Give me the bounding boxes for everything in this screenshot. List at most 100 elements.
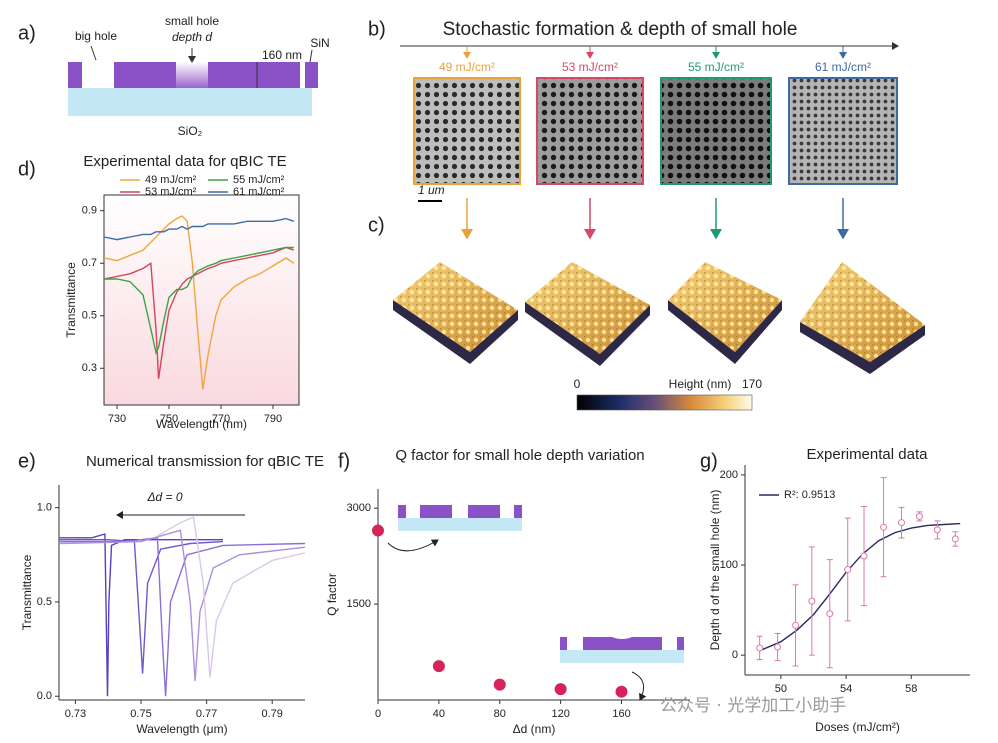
- y-tick-label: 0.5: [37, 596, 52, 608]
- pointer: [309, 49, 313, 63]
- series-line: [59, 533, 223, 697]
- sin-block: [468, 505, 500, 518]
- x-axis-label: Wavelength (nm): [156, 417, 247, 431]
- x-tick-label: 0.75: [130, 708, 151, 720]
- sin-block: [677, 637, 684, 650]
- y-tick-label: 0.5: [82, 310, 97, 322]
- y-tick-label: 100: [720, 559, 738, 571]
- sem-image: [413, 77, 521, 185]
- point: [880, 523, 888, 531]
- point: [844, 566, 852, 574]
- surface-side: [525, 302, 650, 366]
- point: [493, 678, 506, 691]
- legend-label: 53 mJ/cm²: [145, 186, 197, 198]
- legend-label: 61 mJ/cm²: [233, 186, 285, 198]
- sin-block: [68, 62, 82, 88]
- sem-images: 49 mJ/cm² 53 mJ/cm² 55 mJ/cm² 61 mJ/cm²: [413, 46, 898, 185]
- surface-texture: [668, 262, 782, 352]
- dose-label: 61 mJ/cm²: [815, 60, 871, 74]
- series-line: [59, 537, 306, 697]
- point: [951, 535, 959, 543]
- chart-title: Experimental data for qBIC TE: [83, 153, 286, 170]
- sin-block: [583, 637, 662, 650]
- x-tick-label: 160: [612, 708, 630, 720]
- series-line: [103, 215, 295, 390]
- y-tick-label: 0: [732, 649, 738, 661]
- sin-block: [420, 505, 452, 518]
- y-tick-label: 0.3: [82, 362, 97, 374]
- x-axis-label: Doses (mJ/cm²): [815, 720, 900, 734]
- x-tick-label: 0.79: [261, 708, 282, 720]
- point: [774, 643, 782, 651]
- chart-title: Experimental data: [807, 446, 929, 463]
- chart-title: Q factor for small hole depth variation: [395, 447, 645, 464]
- colorbar-label: Height (nm): [669, 377, 732, 391]
- dose-label: 53 mJ/cm²: [562, 60, 618, 74]
- chart-title: Numerical transmission for qBIC TE: [86, 453, 324, 470]
- point: [898, 519, 906, 527]
- inset-diagram: [560, 637, 684, 701]
- sem-image: [660, 77, 772, 185]
- afm-surfaces: [393, 198, 925, 374]
- colorbar: [576, 394, 753, 411]
- label: SiN: [310, 36, 329, 50]
- dose-label: 55 mJ/cm²: [688, 60, 744, 74]
- label: big hole: [75, 29, 117, 43]
- y-tick-label: 200: [720, 469, 738, 481]
- point: [554, 683, 567, 696]
- sin-block: [398, 505, 406, 518]
- sin-block: [514, 505, 522, 518]
- x-tick-label: 80: [494, 708, 506, 720]
- x-tick-label: 50: [775, 683, 787, 695]
- series-line: [157, 516, 306, 678]
- panel-label: d): [18, 158, 36, 180]
- point: [826, 610, 834, 618]
- label: small hole: [165, 14, 219, 28]
- series-line: [59, 539, 224, 674]
- annotation: Δd = 0: [146, 490, 182, 504]
- y-tick-label: 3000: [347, 502, 371, 514]
- point: [808, 597, 816, 605]
- y-axis-label: Q factor: [325, 573, 339, 616]
- x-tick-label: 58: [905, 683, 917, 695]
- point: [756, 644, 764, 652]
- series-line: [759, 522, 961, 652]
- sem-image: [536, 77, 644, 185]
- x-tick-label: 790: [264, 413, 282, 425]
- surface-side: [800, 322, 925, 374]
- label: SiO₂: [178, 124, 203, 138]
- y-tick-label: 0.7: [82, 257, 97, 269]
- y-tick-label: 0.0: [37, 690, 52, 702]
- y-axis-label: Transmittance: [20, 554, 34, 630]
- colorbar-min: 0: [574, 377, 581, 391]
- point: [372, 524, 384, 537]
- series-line: [104, 246, 294, 355]
- sem-image: [788, 77, 898, 185]
- plot-frame: [103, 194, 300, 406]
- charts: d) Experimental data for qBIC TE Wavelengt…: [18, 153, 970, 736]
- panel-title: Stochastic formation & depth of small ho…: [443, 19, 798, 40]
- point: [915, 512, 923, 520]
- pointer: [387, 539, 439, 552]
- x-tick-label: 770: [212, 413, 230, 425]
- x-axis-label: Δd (nm): [513, 722, 556, 736]
- surface-side: [668, 300, 782, 364]
- x-tick-label: 0.77: [196, 708, 217, 720]
- label: depth d: [172, 30, 212, 44]
- label: 160 nm: [262, 48, 302, 62]
- series-line: [103, 217, 295, 241]
- panel-label: f): [338, 450, 350, 472]
- x-tick-label: 750: [160, 413, 178, 425]
- x-axis-label: Wavelength (μm): [136, 722, 227, 736]
- panel-label: e): [18, 450, 36, 472]
- series-line: [103, 246, 295, 379]
- point: [615, 685, 628, 698]
- small-hole: [176, 62, 208, 88]
- legend-label: 55 mJ/cm²: [233, 174, 285, 186]
- x-tick-label: 730: [108, 413, 126, 425]
- y-tick-label: 1.0: [37, 502, 52, 514]
- x-tick-label: 54: [840, 683, 852, 695]
- surface-texture: [525, 262, 650, 354]
- panel-label: a): [18, 22, 36, 44]
